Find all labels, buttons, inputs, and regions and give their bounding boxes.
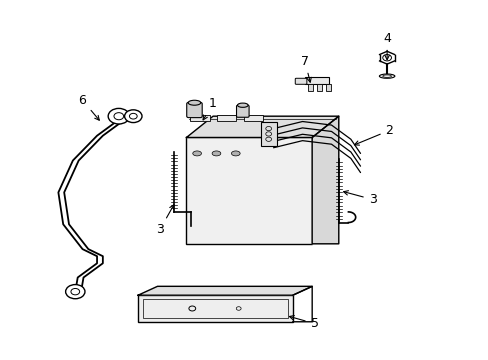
Polygon shape bbox=[186, 116, 338, 138]
Circle shape bbox=[124, 110, 142, 122]
FancyBboxPatch shape bbox=[236, 105, 248, 117]
Text: 3: 3 bbox=[343, 191, 376, 206]
Text: 5: 5 bbox=[289, 316, 318, 330]
Text: 6: 6 bbox=[79, 94, 99, 120]
Ellipse shape bbox=[379, 74, 394, 78]
Text: 3: 3 bbox=[156, 205, 174, 236]
FancyBboxPatch shape bbox=[186, 102, 202, 118]
Bar bbox=[261, 122, 276, 146]
Ellipse shape bbox=[212, 151, 221, 156]
Bar bbox=[217, 115, 236, 121]
Ellipse shape bbox=[188, 100, 201, 105]
Bar bbox=[138, 295, 292, 322]
Bar bbox=[142, 299, 287, 318]
Bar bbox=[308, 84, 312, 91]
Ellipse shape bbox=[237, 103, 247, 107]
Bar bbox=[316, 84, 321, 91]
Bar bbox=[305, 77, 328, 84]
Text: 1: 1 bbox=[203, 97, 217, 120]
Circle shape bbox=[108, 108, 129, 124]
Polygon shape bbox=[138, 286, 311, 295]
FancyBboxPatch shape bbox=[295, 78, 306, 84]
Text: 4: 4 bbox=[383, 32, 390, 60]
Bar bbox=[243, 115, 263, 121]
Polygon shape bbox=[311, 116, 338, 244]
Text: 2: 2 bbox=[354, 124, 393, 145]
Text: 7: 7 bbox=[300, 55, 311, 82]
Bar bbox=[325, 84, 330, 91]
Ellipse shape bbox=[231, 151, 240, 156]
Bar bbox=[186, 138, 311, 244]
Ellipse shape bbox=[192, 151, 201, 156]
Bar bbox=[190, 115, 209, 121]
Circle shape bbox=[65, 284, 85, 299]
